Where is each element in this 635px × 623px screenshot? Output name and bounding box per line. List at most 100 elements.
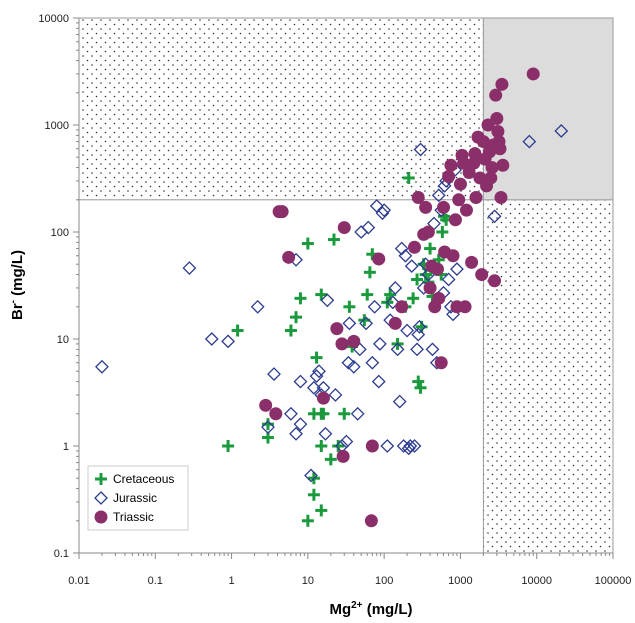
legend-label-triassic: Triassic xyxy=(113,510,154,524)
jurassic-point xyxy=(522,134,537,149)
jurassic-point xyxy=(350,406,365,421)
jurassic-point xyxy=(359,316,374,331)
cretaceous-point xyxy=(436,226,449,238)
triassic-point xyxy=(419,200,433,214)
jurassic-point xyxy=(369,199,384,213)
legend-label-jurassic: Jurassic xyxy=(113,491,157,505)
triassic-point xyxy=(453,177,467,191)
jurassic-point xyxy=(388,281,403,295)
triassic-point xyxy=(448,213,462,227)
jurassic-point xyxy=(293,374,308,389)
legend-label-cretaceous: Cretaceous xyxy=(113,472,174,486)
axes-layer: 0.01 0.1 1 10 100 1000 10000 100000 0.1 1 10 100 100… xyxy=(38,13,631,587)
triassic-point xyxy=(476,135,490,149)
triassic-point xyxy=(488,274,502,288)
cretaceous-point xyxy=(424,242,437,255)
x-tick-label: 100000 xyxy=(595,575,632,587)
region-dotted-0 xyxy=(78,17,484,201)
y-tick-label: 10000 xyxy=(38,13,69,25)
x-tick-label: 0.01 xyxy=(68,575,89,587)
cretaceous-point xyxy=(412,375,425,388)
cretaceous-point xyxy=(338,407,351,420)
jurassic-point xyxy=(392,394,407,409)
triassic-point xyxy=(269,407,283,421)
jurassic-point xyxy=(318,426,333,441)
jurassic-point xyxy=(341,355,356,370)
jurassic-point xyxy=(250,299,265,314)
triassic-point xyxy=(411,191,425,205)
points-layer xyxy=(95,67,569,528)
triassic-point xyxy=(423,281,437,295)
triassic-point xyxy=(468,147,482,161)
triassic-point xyxy=(459,203,473,217)
x-tick-label: 1 xyxy=(229,575,235,587)
triassic-point xyxy=(316,391,330,405)
cretaceous-point xyxy=(411,273,424,286)
jurassic-point xyxy=(371,374,386,389)
triassic-point xyxy=(469,191,483,205)
jurassic-point xyxy=(320,293,335,308)
triassic-point xyxy=(489,88,503,102)
jurassic-point xyxy=(400,323,415,338)
x-tick-label: 10 xyxy=(302,575,314,587)
cretaceous-point xyxy=(315,504,328,517)
triassic-point xyxy=(493,142,507,156)
jurassic-point xyxy=(304,468,318,483)
jurassic-point xyxy=(309,369,324,384)
jurassic-point xyxy=(346,359,361,374)
regions-layer xyxy=(78,17,614,554)
jurassic-point xyxy=(403,439,418,453)
triassic-point xyxy=(491,124,505,138)
cretaceous-point xyxy=(294,292,307,305)
triassic-point xyxy=(465,255,479,269)
cretaceous-point xyxy=(315,440,328,452)
jurassic-point xyxy=(554,124,569,138)
cretaceous-point xyxy=(261,418,274,431)
triassic-point xyxy=(458,300,472,314)
triassic-point xyxy=(494,191,508,205)
triassic-point xyxy=(475,268,489,282)
jurassic-point xyxy=(182,261,197,276)
jurassic-point xyxy=(289,426,303,441)
cretaceous-point xyxy=(407,292,420,305)
jurassic-point xyxy=(312,364,326,379)
cretaceous-point xyxy=(315,288,328,301)
triassic-point xyxy=(430,262,444,276)
cretaceous-point xyxy=(332,440,345,452)
cretaceous-point xyxy=(222,440,235,452)
cretaceous-point xyxy=(361,288,374,301)
jurassic-point xyxy=(354,225,369,239)
triassic-point xyxy=(490,112,504,126)
legend-marker-triassic xyxy=(94,510,108,524)
cretaceous-point xyxy=(327,233,340,246)
jurassic-point xyxy=(380,439,395,453)
triassic-point xyxy=(388,316,402,330)
cretaceous-point xyxy=(317,407,330,420)
x-tick-label: 100 xyxy=(375,575,393,587)
triassic-point xyxy=(444,158,458,172)
triassic-point xyxy=(372,252,386,266)
cretaceous-point xyxy=(307,488,320,501)
cretaceous-point xyxy=(301,514,314,527)
cretaceous-point xyxy=(310,351,323,364)
region-gray-2 xyxy=(482,17,614,201)
cretaceous-point xyxy=(324,453,337,466)
triassic-point xyxy=(275,205,289,219)
jurassic-point xyxy=(367,299,382,314)
triassic-point xyxy=(434,356,448,370)
triassic-point xyxy=(336,449,350,463)
jurassic-point xyxy=(431,188,446,203)
triassic-point xyxy=(421,225,435,239)
jurassic-point xyxy=(204,332,219,346)
y-tick-label: 1 xyxy=(63,441,69,453)
triassic-point xyxy=(347,334,361,348)
x-tick-label: 0.1 xyxy=(148,575,163,587)
triassic-point xyxy=(484,171,498,185)
jurassic-point xyxy=(441,272,456,287)
jurassic-point xyxy=(361,220,376,235)
jurassic-point xyxy=(365,355,380,370)
cretaceous-point xyxy=(290,311,303,324)
triassic-point xyxy=(365,439,379,453)
jurassic-point xyxy=(372,336,387,351)
